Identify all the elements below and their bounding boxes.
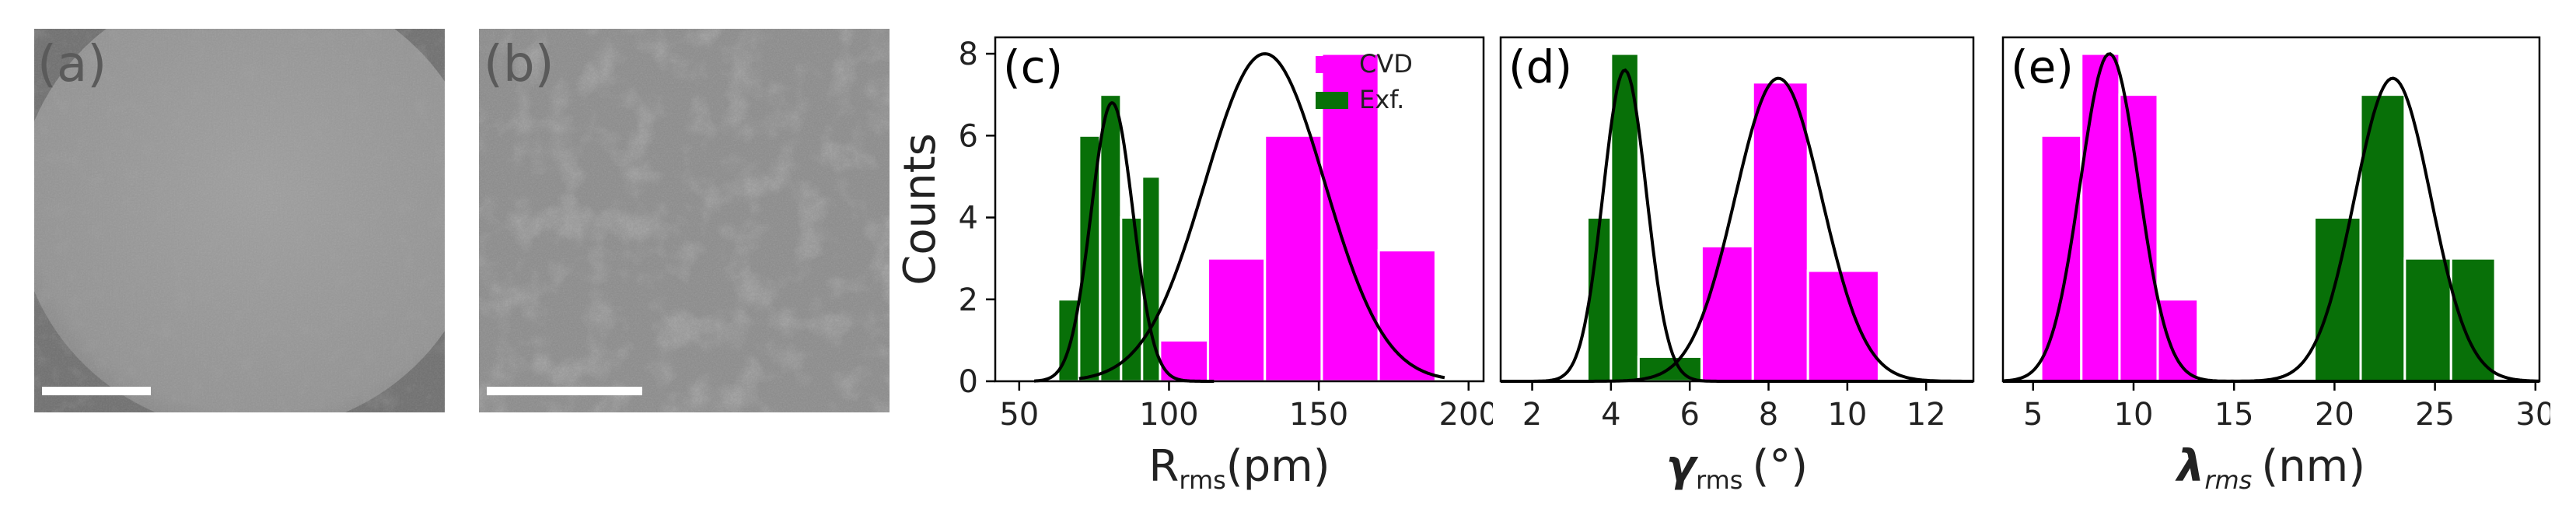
- xtick-label-d-6: 6: [1679, 397, 1699, 433]
- xtick-label-c-150: 150: [1289, 397, 1348, 433]
- micrograph-a: (a): [34, 29, 445, 412]
- xlabel-e-subscript: rms: [2204, 465, 2252, 495]
- xlabel-c-symbol: R: [1148, 441, 1179, 492]
- hist-e-exf-bar: [2403, 257, 2452, 383]
- ytick-label-c-4: 4: [959, 201, 978, 237]
- micrograph-a-image: [34, 29, 445, 412]
- xlabel-c-subscript: rms: [1179, 465, 1225, 495]
- axes-frame-e: [2001, 36, 2541, 383]
- legend-c-label-1: Exf.: [1359, 85, 1404, 114]
- xtick-label-e-5: 5: [2023, 397, 2043, 433]
- axes-frame-c: [994, 36, 1485, 383]
- xlabel-d-symbol: γ: [1666, 441, 1699, 492]
- scale-bar-b: [487, 387, 642, 395]
- micrograph-b: (b): [479, 29, 890, 412]
- xtick-label-c-100: 100: [1139, 397, 1198, 433]
- ytick-label-c-8: 8: [959, 37, 978, 72]
- axes-frame-d: [1499, 36, 1975, 383]
- xlabel-c: Rrms(pm): [1148, 441, 1330, 495]
- xtick-label-c-200: 200: [1439, 397, 1493, 433]
- xlabel-e: λrms (nm): [2175, 441, 2365, 495]
- xlabel-e-symbol: λ: [2175, 441, 2204, 492]
- histogram-d: 2 4 6 8 10 12 γrms (°) (d): [1499, 36, 1975, 495]
- panel-label-e: (e): [2011, 40, 2074, 93]
- histogram-c: 50 100 150 200 0 2 4 6 8 Counts Rrms(pm) (c) CVD Exf.: [902, 36, 1493, 495]
- hist-e-cvd-bar: [2080, 52, 2121, 383]
- xtick-label-e-15: 15: [2214, 397, 2254, 433]
- micrograph-b-image: [479, 29, 890, 412]
- hist-d-cvd-bar: [1751, 81, 1809, 383]
- xlabel-d-subscript: rms: [1696, 465, 1742, 495]
- xlabel-d-unit: (°): [1752, 441, 1808, 492]
- xlabel-d: γrms (°): [1666, 441, 1808, 495]
- hist-c-cvd-bar: [1377, 249, 1437, 383]
- hist-c-cvd-bar: [1264, 134, 1323, 383]
- xtick-label-d-2: 2: [1522, 397, 1542, 433]
- xtick-label-d-4: 4: [1601, 397, 1620, 433]
- xtick-label-e-20: 20: [2315, 397, 2354, 433]
- hist-c-exf-bar: [1099, 93, 1123, 383]
- xtick-label-d-10: 10: [1827, 397, 1867, 433]
- legend-c-label-0: CVD: [1359, 49, 1413, 79]
- hist-c-cvd-bar: [1207, 257, 1267, 383]
- legend-c-swatch-1: [1316, 92, 1348, 109]
- xlabel-c-unit: (pm): [1226, 441, 1330, 492]
- hist-c-exf-bar: [1120, 216, 1144, 383]
- hist-e-cvd-bar: [2156, 298, 2200, 383]
- ytick-label-c-0: 0: [959, 364, 978, 400]
- xtick-label-d-8: 8: [1759, 397, 1778, 433]
- legend-c-swatch-0: [1316, 56, 1348, 73]
- ytick-label-c-2: 2: [959, 282, 978, 318]
- histogram-e: 5 10 15 20 25 30 λrms (nm) (e): [2001, 36, 2550, 495]
- micrograph-a-label: (a): [37, 36, 107, 93]
- hist-e-exf-bar: [2313, 216, 2362, 383]
- xtick-label-e-10: 10: [2114, 397, 2154, 433]
- xtick-label-e-30: 30: [2515, 397, 2550, 433]
- hist-e-cvd-bar: [2118, 93, 2159, 383]
- ylabel-c: Counts: [902, 133, 945, 285]
- hist-d-cvd-bar: [1700, 244, 1754, 383]
- fit-c-cvd-curve: [1078, 52, 1445, 380]
- micrograph-b-label: (b): [484, 36, 554, 93]
- panel-label-d: (d): [1508, 40, 1572, 93]
- xtick-label-c-50: 50: [999, 397, 1039, 433]
- xtick-label-d-12: 12: [1907, 397, 1946, 433]
- xlabel-e-unit: (nm): [2261, 441, 2365, 492]
- panel-label-c: (c): [1003, 40, 1063, 93]
- xtick-label-e-25: 25: [2415, 397, 2455, 433]
- ytick-label-c-6: 6: [959, 118, 978, 154]
- scale-bar-a: [42, 387, 151, 395]
- hist-e-exf-bar: [2449, 257, 2497, 383]
